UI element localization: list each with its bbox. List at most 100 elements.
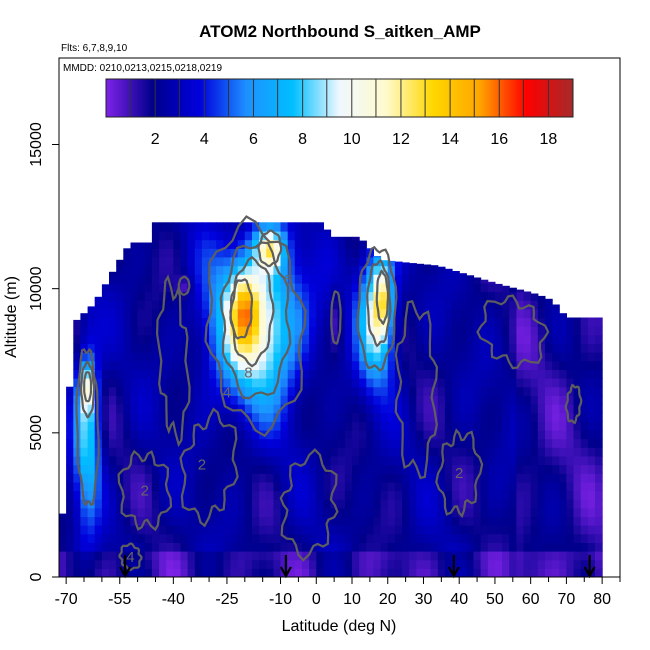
heatmap-cell (87, 360, 96, 370)
heatmap-cell (573, 343, 582, 353)
heatmap-cell (387, 447, 396, 457)
heatmap-cell (130, 490, 139, 500)
heatmap-cell (430, 525, 439, 535)
heatmap-cell (423, 326, 432, 336)
heatmap-cell (394, 421, 403, 431)
heatmap-cell (266, 386, 274, 396)
heatmap-cell (101, 378, 110, 388)
heatmap-cell (459, 386, 467, 396)
heatmap-cell (73, 464, 81, 474)
heatmap-cell (566, 516, 575, 526)
heatmap-cell (587, 516, 596, 526)
heatmap-cell (344, 473, 353, 483)
heatmap-cell (87, 421, 96, 431)
heatmap-cell (209, 265, 217, 275)
heatmap-cell (466, 568, 475, 577)
heatmap-cell (516, 291, 525, 301)
heatmap-cell (344, 490, 353, 500)
heatmap-cell (159, 559, 167, 569)
heatmap-cell (416, 533, 424, 543)
heatmap-cell (130, 464, 139, 474)
heatmap-cell (330, 455, 339, 466)
heatmap-cell (473, 481, 482, 492)
heatmap-cell (595, 464, 603, 474)
heatmap-cell (516, 551, 525, 561)
heatmap-cell (359, 525, 367, 535)
heatmap-cell (402, 464, 410, 474)
heatmap-cell (244, 326, 253, 336)
heatmap-cell (380, 386, 389, 396)
heatmap-cell (216, 568, 224, 577)
heatmap-cell (109, 352, 117, 362)
heatmap-cell (201, 239, 210, 249)
heatmap-cell (537, 447, 546, 457)
heatmap-cell (159, 395, 167, 405)
heatmap-cell (187, 473, 196, 483)
heatmap-cell (194, 473, 203, 483)
heatmap-cell (259, 421, 267, 431)
heatmap-cell (394, 490, 403, 500)
heatmap-cell (502, 542, 510, 552)
heatmap-cell (159, 274, 167, 284)
heatmap-cell (373, 334, 382, 345)
heatmap-cell (116, 265, 124, 275)
heatmap-cell (216, 334, 224, 345)
heatmap-cell (216, 438, 224, 448)
contour-label: 2 (455, 465, 463, 482)
heatmap-cell (402, 481, 410, 492)
heatmap-cell (166, 256, 174, 267)
heatmap-cell (216, 222, 224, 232)
heatmap-cell (487, 551, 496, 561)
heatmap-cell (352, 378, 360, 388)
heatmap-cell (559, 430, 567, 440)
heatmap-cell (337, 525, 346, 535)
heatmap-cell (187, 455, 196, 466)
heatmap-cell (509, 360, 517, 370)
heatmap-cell (452, 271, 460, 275)
heatmap-cell (402, 352, 410, 362)
heatmap-cell (487, 438, 496, 448)
heatmap-cell (216, 317, 224, 327)
heatmap-cell (73, 499, 81, 509)
heatmap-cell (359, 395, 367, 405)
heatmap-cell (530, 343, 539, 353)
heatmap-cell (252, 360, 260, 370)
heatmap-cell (466, 542, 475, 552)
heatmap-cell (330, 430, 339, 440)
heatmap-cell (87, 490, 96, 500)
heatmap-cell (559, 334, 567, 345)
heatmap-cell (216, 551, 224, 561)
heatmap-cell (87, 568, 96, 577)
heatmap-cell (201, 404, 210, 414)
heatmap-cell (109, 369, 117, 379)
contour-line (83, 371, 93, 403)
heatmap-cell (473, 430, 482, 440)
heatmap-cell (502, 430, 510, 440)
heatmap-cell (151, 265, 160, 275)
heatmap-cell (402, 395, 410, 405)
heatmap-cell (487, 421, 496, 431)
heatmap-cell (166, 447, 174, 457)
heatmap-cell (573, 525, 582, 535)
heatmap-cell (380, 404, 389, 414)
heatmap-cell (473, 568, 482, 577)
heatmap-cell (502, 507, 510, 518)
heatmap-cell (244, 352, 253, 362)
heatmap-cell (230, 360, 239, 370)
heatmap-cell (337, 326, 346, 336)
heatmap-cell (201, 378, 210, 388)
heatmap-cell (359, 300, 367, 310)
heatmap-cell (423, 516, 432, 526)
heatmap-cell (151, 274, 160, 284)
heatmap-cell (373, 430, 382, 440)
heatmap-cell (545, 317, 553, 327)
heatmap-cell (444, 516, 453, 526)
heatmap-cell (223, 542, 232, 552)
heatmap-cell (344, 256, 353, 267)
heatmap-cell (244, 334, 253, 345)
heatmap-cell (209, 516, 217, 526)
heatmap-cell (452, 516, 460, 526)
heatmap-cell (316, 421, 324, 431)
heatmap-cell (166, 378, 174, 388)
heatmap-cell (423, 481, 432, 492)
